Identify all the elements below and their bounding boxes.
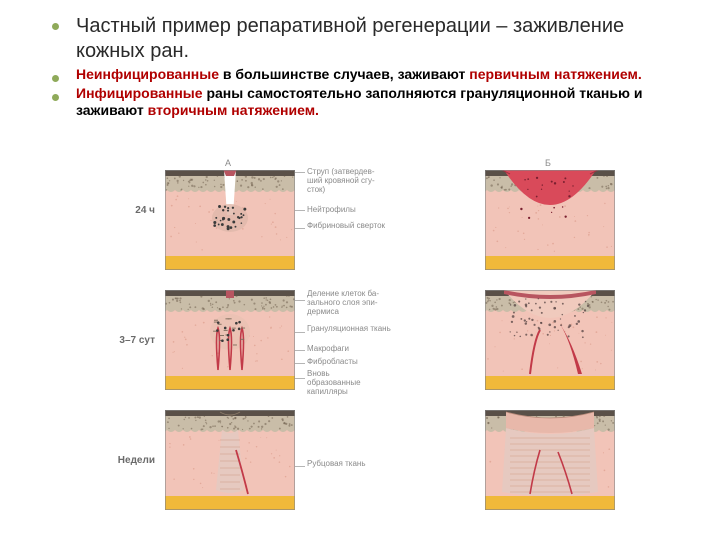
sub1-red1: Неинфицированные: [76, 66, 219, 82]
ann-basal: Деление клеток ба- зального слоя эпи- де…: [307, 290, 399, 316]
row1-label: 24 ч: [107, 205, 155, 216]
col-a-label: А: [225, 158, 231, 168]
bullet-sub1: Неинфицированные в большинстве случаев, …: [76, 66, 680, 83]
ann-fibro: Фибробласты: [307, 358, 399, 367]
ann-capil: Вновь образованные капилляры: [307, 370, 399, 396]
ann-granul: Грануляционная ткань: [307, 325, 399, 334]
sub2-red2: вторичным натяжением.: [148, 102, 319, 118]
sub1-black: в большинстве случаев, заживают: [219, 66, 469, 82]
sub2-red1: Инфицированные: [76, 85, 203, 101]
ann-scar: Рубцовая ткань: [307, 460, 399, 469]
sub1-red2: первичным натяжением.: [469, 66, 642, 82]
bullet-main: Частный пример репаративной регенерации …: [76, 14, 680, 64]
ann-fibrin: Фибриновый сверток: [307, 222, 399, 231]
skin-tile-A3: [165, 410, 295, 510]
wound-healing-figure: А Б 24 ч 3–7 сут Недели Струп (затвердев…: [105, 160, 645, 530]
skin-tile-A2: [165, 290, 295, 390]
row2-label: 3–7 сут: [107, 335, 155, 346]
skin-tile-B1: [485, 170, 615, 270]
ann-neutro: Нейтрофилы: [307, 206, 399, 215]
ann-scab: Струп (затвердев- ший кровяной сгу- сток…: [307, 168, 399, 194]
ann-macro: Макрофаги: [307, 345, 399, 354]
skin-tile-A1: [165, 170, 295, 270]
bullet-sub2: Инфицированные раны самостоятельно запол…: [76, 85, 680, 119]
row3-label: Недели: [107, 455, 155, 466]
skin-tile-B2: [485, 290, 615, 390]
col-b-label: Б: [545, 158, 551, 168]
skin-tile-B3: [485, 410, 615, 510]
